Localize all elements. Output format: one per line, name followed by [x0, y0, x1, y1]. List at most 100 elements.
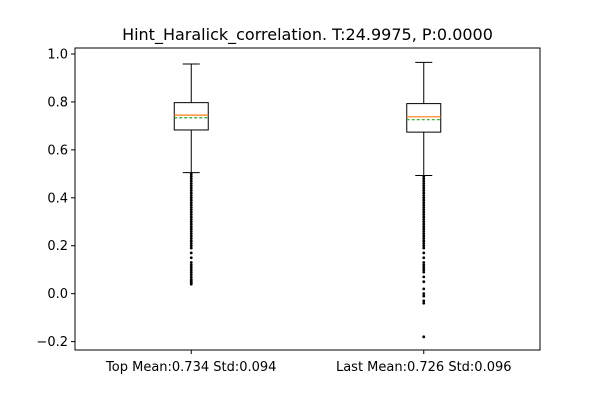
y-tick-label: 0.6 [47, 143, 68, 158]
box-iqr [406, 103, 442, 133]
outlier-point [189, 244, 193, 248]
outlier-point [422, 265, 426, 269]
outlier-point [422, 299, 426, 303]
outlier-point [422, 217, 426, 221]
outlier-point [422, 203, 426, 207]
outlier-point [189, 179, 193, 183]
outlier-point [422, 256, 426, 260]
outlier-point [189, 227, 193, 231]
outlier-point [189, 182, 193, 185]
outlier-point [422, 280, 426, 284]
outlier-point [422, 227, 426, 231]
outlier-point [422, 225, 426, 228]
outlier-point [189, 263, 193, 267]
outlier-point [422, 184, 426, 188]
outlier-point [422, 198, 426, 202]
outlier-point [422, 194, 426, 197]
outlier-point [189, 191, 193, 195]
outlier-point [422, 232, 426, 236]
y-tick-label: 0.4 [47, 191, 68, 206]
outlier-point [189, 201, 193, 204]
outlier-point [422, 215, 426, 219]
outlier-point [189, 241, 193, 245]
outlier-point [189, 198, 193, 202]
outlier-point [189, 273, 193, 276]
outlier-point [189, 237, 193, 240]
outlier-point [422, 287, 426, 291]
outlier-point [189, 203, 193, 207]
y-tick-label: 1.0 [47, 47, 68, 62]
outlier-point [422, 220, 426, 224]
outlier-point [189, 256, 193, 260]
outlier-point [422, 191, 426, 195]
outlier-point [189, 189, 193, 193]
box-iqr [173, 102, 209, 131]
outlier-point [189, 275, 193, 279]
outlier-point [189, 205, 193, 209]
outlier-point [189, 215, 193, 219]
outlier-point [189, 246, 193, 250]
outlier-point [189, 222, 193, 226]
outlier-point [422, 189, 426, 193]
outlier-point [422, 177, 426, 181]
outlier-point [422, 241, 426, 245]
outlier-point [422, 229, 426, 233]
outlier-point [189, 268, 193, 272]
outlier-point [189, 232, 193, 236]
outlier-point [189, 277, 193, 281]
outlier-point [422, 196, 426, 200]
outlier-point [422, 239, 426, 243]
y-tick-label: 0.8 [47, 95, 68, 110]
outlier-point [422, 237, 426, 240]
outlier-point [189, 229, 193, 233]
outlier-point [422, 234, 426, 238]
outlier-point [422, 244, 426, 248]
outlier-point [422, 179, 426, 183]
outlier-point [189, 251, 193, 255]
outlier-point [189, 261, 193, 264]
outlier-point [189, 239, 193, 243]
outlier-point [422, 261, 426, 264]
outlier-point [189, 210, 193, 214]
outlier-point [422, 292, 426, 296]
y-tick-label: 0.2 [47, 239, 68, 254]
outlier-point [189, 208, 193, 212]
y-tick-label: −0.2 [36, 335, 68, 350]
outlier-point [422, 301, 426, 305]
x-axis: Top Mean:0.734 Std:0.094 Last Mean:0.726 … [105, 350, 512, 375]
x-tick-label: Top Mean:0.734 Std:0.094 [105, 360, 276, 375]
outlier-point [189, 194, 193, 197]
outlier-point [422, 210, 426, 214]
outlier-point [189, 220, 193, 224]
outlier-point [189, 265, 193, 269]
outlier-point [422, 268, 426, 272]
outlier-point [422, 213, 426, 216]
x-tick-label: Last Mean:0.726 Std:0.096 [336, 360, 512, 375]
y-tick-label: 0.0 [47, 287, 68, 302]
plot-frame [74, 47, 541, 351]
outlier-point [422, 294, 426, 298]
outlier-point [422, 251, 426, 255]
outlier-point [189, 217, 193, 221]
outlier-point [422, 275, 426, 279]
outlier-point [189, 234, 193, 238]
outlier-point [422, 205, 426, 209]
outlier-point [422, 208, 426, 212]
outlier-point [189, 213, 193, 216]
outlier-point [189, 196, 193, 200]
outlier-point [189, 270, 193, 274]
outlier-point [189, 177, 193, 181]
outlier-point [189, 174, 193, 178]
plot-area [173, 61, 442, 339]
outlier-point [189, 184, 193, 188]
outlier-point [422, 182, 426, 185]
outlier-point [422, 222, 426, 226]
y-axis: −0.2 0.0 0.2 0.4 0.6 0.8 1.0 [36, 47, 75, 350]
outlier-point [189, 225, 193, 228]
outlier-point [422, 270, 426, 274]
outlier-point [422, 246, 426, 250]
outlier-point [422, 335, 426, 339]
outlier-point [189, 186, 193, 190]
outlier-point [422, 186, 426, 190]
